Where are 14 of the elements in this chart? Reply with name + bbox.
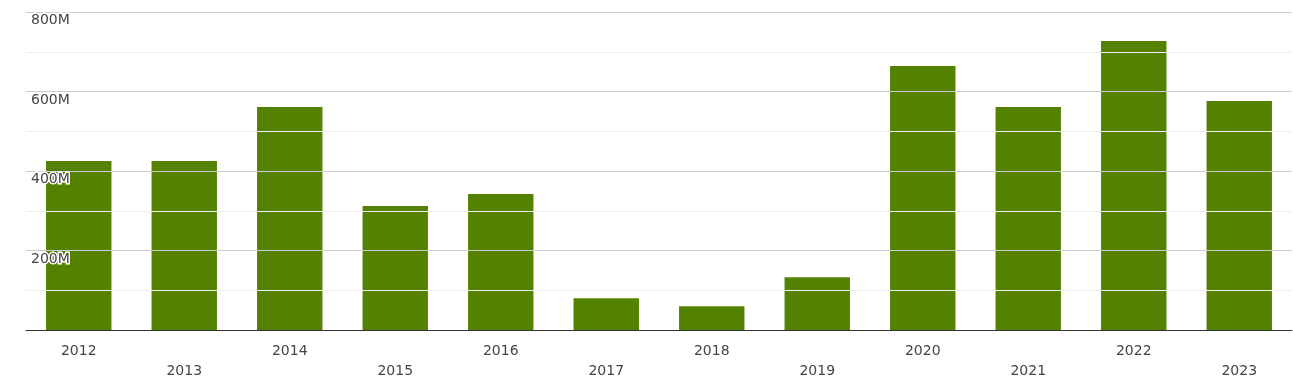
x-tick-label: 2016 bbox=[482, 342, 519, 358]
x-tick-label: 2021 bbox=[1010, 362, 1047, 378]
x-tick-label: 2018 bbox=[693, 342, 730, 358]
x-tick-label: 2023 bbox=[1221, 362, 1258, 378]
y-tick-label: 800M bbox=[31, 11, 70, 27]
x-tick-label: 2022 bbox=[1115, 342, 1152, 358]
y-tick-label: 600M bbox=[31, 90, 70, 107]
x-tick-label: 2015 bbox=[377, 362, 414, 378]
x-tick-label: 2019 bbox=[799, 362, 836, 378]
x-tick-label: 2014 bbox=[271, 342, 308, 358]
x-tick-label: 2012 bbox=[60, 342, 97, 358]
x-tick-label: 2020 bbox=[904, 342, 941, 358]
x-tick-label: 2017 bbox=[588, 362, 625, 378]
x-tick-label: 2013 bbox=[166, 362, 203, 378]
